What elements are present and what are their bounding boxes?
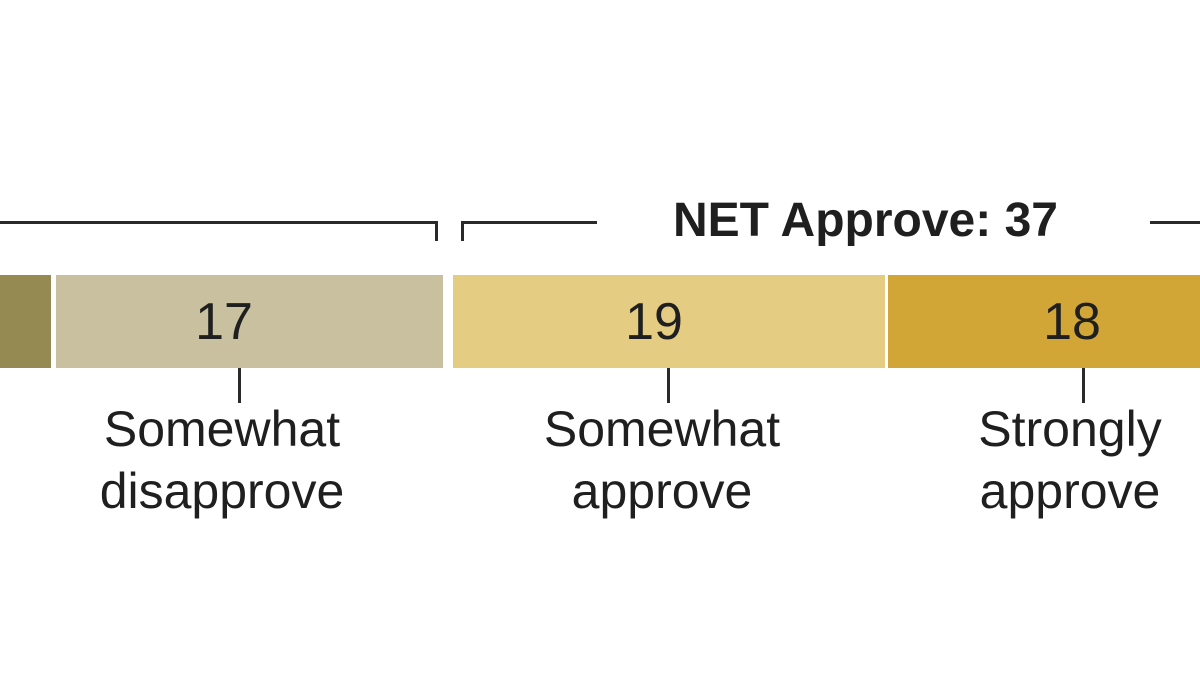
- net-approve-label: NET Approve: 37: [673, 194, 1058, 247]
- category-label-line: Strongly: [978, 401, 1162, 457]
- net-approve-bracket-tick: [461, 221, 464, 241]
- value-somewhat-disapprove: 17: [195, 293, 253, 351]
- leader-tick-somewhat-approve: [667, 368, 670, 403]
- category-label-line: approve: [571, 463, 753, 519]
- category-label-somewhat-approve: Somewhat approve: [462, 398, 862, 522]
- leader-tick-strongly-approve: [1082, 368, 1085, 403]
- leader-tick-somewhat-disapprove: [238, 368, 241, 403]
- category-label-line: disapprove: [99, 463, 345, 519]
- bar-segment-somewhat-disapprove: [56, 275, 443, 368]
- bar-segment-strongly-disapprove-clipped: [0, 275, 51, 368]
- net-disapprove-bracket-tick: [435, 221, 438, 241]
- value-somewhat-approve: 19: [625, 293, 683, 351]
- category-label-line: Somewhat: [103, 401, 341, 457]
- net-disapprove-bracket-line: [0, 221, 438, 224]
- category-label-strongly-approve: Strongly approve: [870, 398, 1200, 522]
- net-approve-bracket-line-right: [1150, 221, 1200, 224]
- value-strongly-approve: 18: [1043, 293, 1101, 351]
- category-label-line: Somewhat: [543, 401, 781, 457]
- net-approve-bracket-line: [461, 221, 597, 224]
- bar-segment-somewhat-approve: [453, 275, 885, 368]
- category-label-somewhat-disapprove: Somewhat disapprove: [22, 398, 422, 522]
- category-label-line: approve: [979, 463, 1161, 519]
- bar-segment-strongly-approve: [888, 275, 1200, 368]
